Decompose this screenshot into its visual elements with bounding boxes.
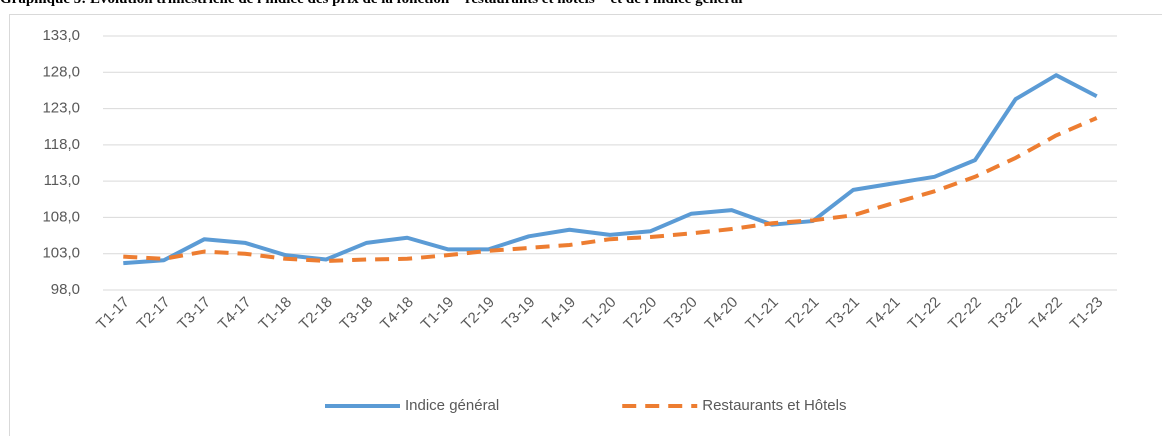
- legend-label: Indice général: [405, 397, 499, 414]
- x-tick-label: T3-17: [174, 294, 214, 334]
- x-tick-label: T2-22: [945, 294, 985, 334]
- x-tick-label: T4-21: [864, 294, 904, 334]
- y-tick-label: 103,0: [42, 245, 80, 262]
- x-tick-label: T3-21: [823, 294, 863, 334]
- chart-title: Graphique 5: Evolution trimestrielle de …: [0, 0, 743, 8]
- x-tick-label: T3-19: [499, 294, 539, 334]
- x-tick-label: T1-20: [580, 294, 620, 334]
- x-tick-label: T1-19: [418, 294, 458, 334]
- x-tick-label: T1-23: [1067, 294, 1107, 334]
- x-tick-label: T2-21: [783, 294, 823, 334]
- series-line: [123, 116, 1098, 263]
- x-tick-label: T1-22: [904, 294, 944, 334]
- legend-label: Restaurants et Hôtels: [702, 397, 846, 414]
- x-tick-label: T4-18: [377, 294, 417, 334]
- series-line: [123, 73, 1098, 266]
- x-tick-label: T3-20: [661, 294, 701, 334]
- y-tick-label: 123,0: [42, 100, 80, 117]
- chart-border: [9, 14, 1162, 436]
- x-tick-label: T1-17: [93, 294, 133, 334]
- x-tick-label: T2-18: [296, 294, 336, 334]
- x-tick-label: T3-22: [986, 294, 1026, 334]
- y-tick-label: 128,0: [42, 63, 80, 80]
- x-tick-label: T2-17: [134, 294, 174, 334]
- x-tick-label: T3-18: [337, 294, 377, 334]
- y-tick-label: 113,0: [44, 172, 80, 189]
- x-tick-label: T4-17: [215, 294, 255, 334]
- y-tick-label: 133,0: [42, 27, 80, 44]
- y-tick-label: 108,0: [42, 208, 80, 225]
- x-tick-label: T1-18: [255, 294, 295, 334]
- x-tick-label: T2-19: [458, 294, 498, 334]
- y-tick-label: 98,0: [51, 281, 80, 298]
- x-tick-label: T4-20: [702, 294, 742, 334]
- x-tick-label: T4-19: [539, 294, 579, 334]
- x-tick-label: T4-22: [1026, 294, 1066, 334]
- x-tick-label: T1-21: [742, 294, 782, 334]
- x-tick-label: T2-20: [620, 294, 660, 334]
- y-tick-label: 118,0: [44, 136, 80, 153]
